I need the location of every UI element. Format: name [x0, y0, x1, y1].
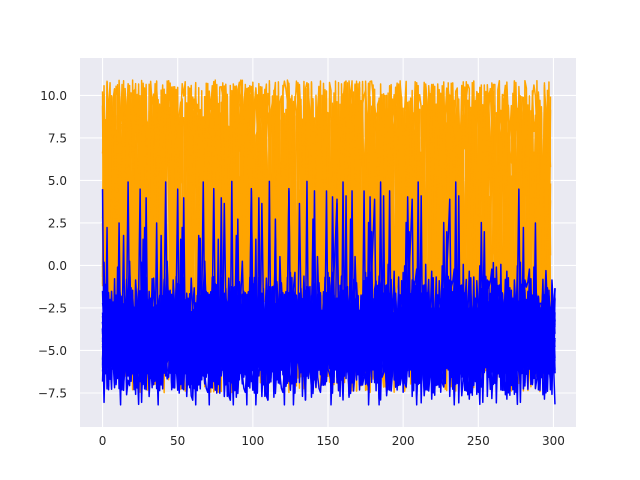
- x-tick-label: 150: [317, 434, 340, 448]
- x-tick-label: 250: [467, 434, 490, 448]
- x-tick-label: 100: [241, 434, 264, 448]
- blue-series-line: [101, 276, 556, 406]
- y-tick-label: −5.0: [38, 344, 67, 358]
- series-group: [101, 79, 556, 406]
- y-tick-label: 10.0: [40, 89, 67, 103]
- x-tick-label: 300: [542, 434, 565, 448]
- y-tick-label: −7.5: [38, 386, 67, 400]
- blue-series-line: [101, 190, 556, 406]
- y-axis: −7.5 −5.0 −2.5 0.0 2.5 5.0 7.5 10.0: [38, 89, 67, 401]
- orange-series-line: [101, 80, 552, 394]
- x-tick-label: 50: [170, 434, 185, 448]
- y-tick-label: 0.0: [48, 259, 67, 273]
- x-tick-label: 200: [392, 434, 415, 448]
- y-tick-label: 5.0: [48, 174, 67, 188]
- y-tick-label: −2.5: [38, 301, 67, 315]
- y-tick-label: 2.5: [48, 216, 67, 230]
- x-tick-label: 0: [99, 434, 107, 448]
- x-axis: 0 50 100 150 200 250 300: [99, 434, 565, 448]
- y-tick-label: 7.5: [48, 131, 67, 145]
